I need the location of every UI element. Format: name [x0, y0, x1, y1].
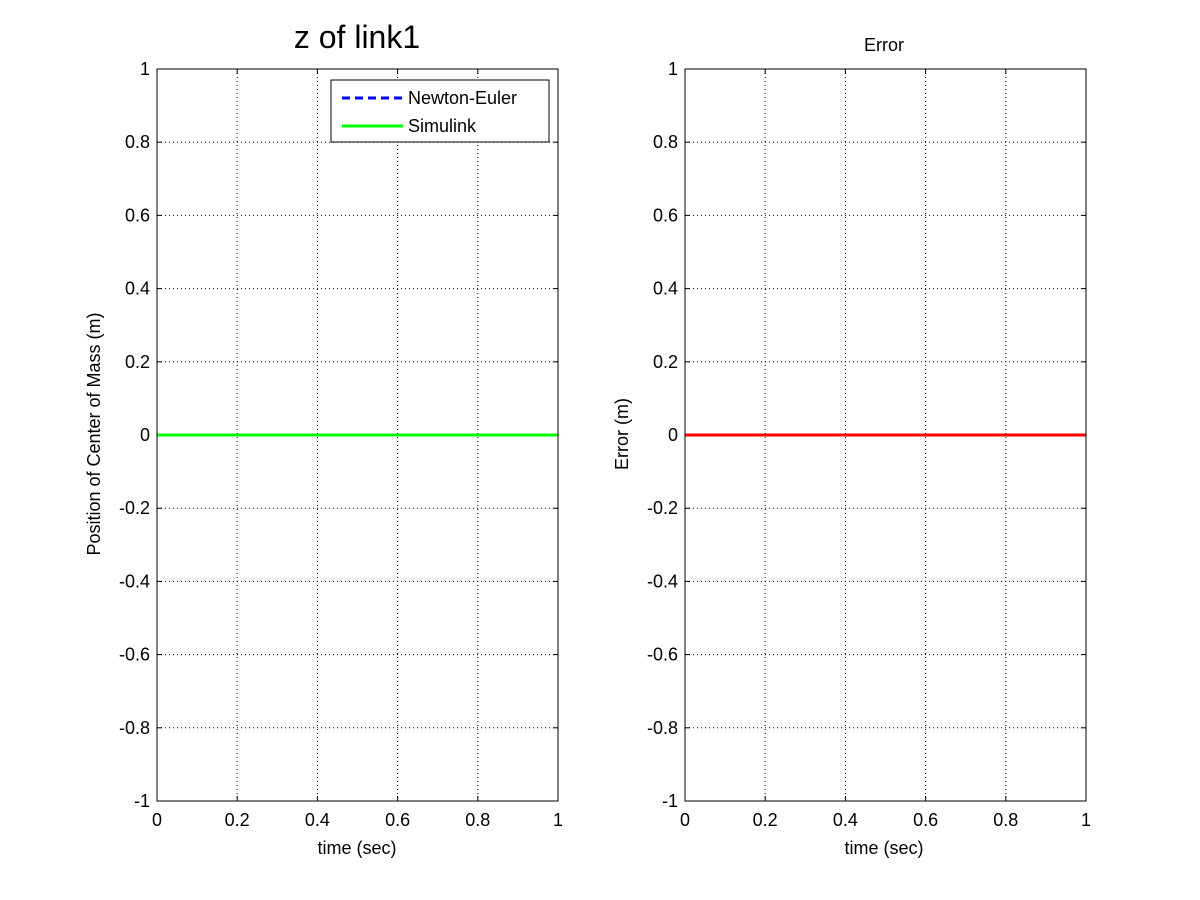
y-tick-label: -0.6 [647, 645, 678, 665]
axes-frame [156, 68, 559, 802]
y-tick-label: -0.4 [119, 571, 150, 591]
x-tick-label: 0.2 [753, 810, 778, 830]
y-tick-label: 0.8 [125, 132, 150, 152]
legend-entry-label: Newton-Euler [408, 88, 517, 108]
x-tick-label: 0.8 [993, 810, 1018, 830]
x-tick-label: 0.2 [225, 810, 250, 830]
y-tick-label: 1 [140, 59, 150, 79]
chart-title: z of link1 [294, 19, 420, 55]
y-tick-label: -0.2 [647, 498, 678, 518]
x-tick-label: 0.6 [913, 810, 938, 830]
x-tick-label: 0.4 [833, 810, 858, 830]
y-axis-label: Error (m) [612, 398, 632, 470]
y-tick-label: 0.2 [653, 352, 678, 372]
y-tick-label: 0 [668, 425, 678, 445]
y-tick-label: -1 [662, 791, 678, 811]
y-tick-label: 0.6 [125, 205, 150, 225]
x-tick-label: 1 [1081, 810, 1091, 830]
legend-entry-label: Simulink [408, 116, 477, 136]
y-tick-label: 1 [668, 59, 678, 79]
x-axis-label: time (sec) [317, 838, 396, 858]
y-tick-label: 0.2 [125, 352, 150, 372]
chart-error: Error Error (m) time (sec) 0 0.2 0.4 0.6 0.8… [612, 35, 1091, 858]
y-tick-label: -0.8 [119, 718, 150, 738]
axes-frame [684, 68, 1087, 802]
x-tick-label: 0.6 [385, 810, 410, 830]
y-axis-label: Position of Center of Mass (m) [84, 312, 104, 555]
x-tick-label: 1 [553, 810, 563, 830]
x-tick-label: 0 [152, 810, 162, 830]
x-tick-label: 0 [680, 810, 690, 830]
legend: Newton-Euler Simulink [330, 79, 550, 143]
y-tick-label: 0.4 [653, 279, 678, 299]
chart-title: Error [864, 35, 904, 55]
y-tick-label: 0 [140, 425, 150, 445]
legend-box [330, 79, 550, 143]
x-axis-label: time (sec) [844, 838, 923, 858]
y-tick-label: 0.4 [125, 279, 150, 299]
chart-z-of-link1: z of link1 Position of Center of Mass (m… [84, 19, 563, 858]
y-tick-label: -0.6 [119, 645, 150, 665]
y-tick-label: -0.8 [647, 718, 678, 738]
y-tick-label: 0.6 [653, 205, 678, 225]
x-tick-label: 0.8 [465, 810, 490, 830]
y-tick-label: -0.2 [119, 498, 150, 518]
y-tick-label: 0.8 [653, 132, 678, 152]
y-tick-label: -0.4 [647, 571, 678, 591]
x-tick-label: 0.4 [305, 810, 330, 830]
y-tick-label: -1 [134, 791, 150, 811]
